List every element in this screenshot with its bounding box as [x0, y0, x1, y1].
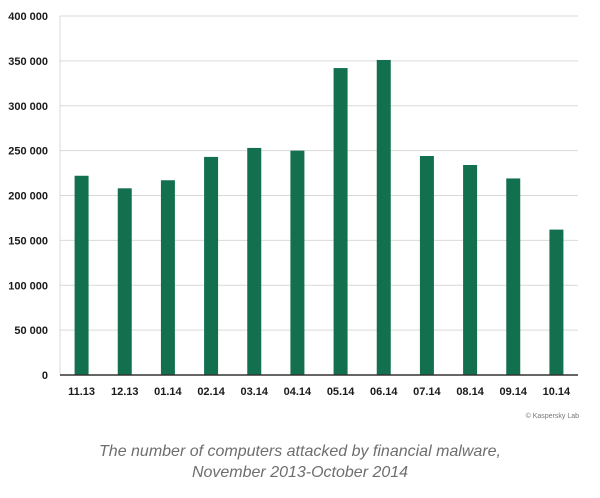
x-tick-label: 07.14	[413, 386, 441, 398]
x-tick-label: 01.14	[154, 386, 182, 398]
bar-05.14	[333, 68, 348, 376]
y-tick-label: 350 000	[8, 56, 48, 68]
x-tick-label: 06.14	[370, 386, 398, 398]
y-tick-label: 150 000	[8, 235, 48, 247]
y-tick-label: 200 000	[8, 191, 48, 203]
bar-08.14	[463, 164, 478, 375]
x-tick-label: 10.14	[543, 386, 571, 398]
x-tick-label: 09.14	[499, 386, 527, 398]
caption-line-1: The number of computers attacked by fina…	[99, 443, 501, 460]
bar-04.14	[290, 150, 305, 375]
bar-10.14	[549, 229, 564, 375]
bar-chart: 0 50 000 100 000 150 000 200 000 250 000 300 0…	[8, 11, 580, 420]
bar-02.14	[204, 156, 219, 375]
y-tick-label: 400 000	[8, 11, 48, 23]
grid-lines	[59, 15, 578, 375]
x-tick-label: 03.14	[240, 386, 268, 398]
bar-06.14	[376, 59, 391, 375]
x-tick-label: 12.13	[111, 386, 139, 398]
bar-07.14	[419, 156, 434, 375]
chart-caption: The number of computers attacked by fina…	[0, 441, 600, 483]
x-tick-label: 02.14	[197, 386, 225, 398]
copyright-label: © Kaspersky Lab	[526, 412, 580, 420]
caption-line-2: November 2013-October 2014	[191, 464, 409, 481]
bar-01.14	[160, 180, 175, 375]
bars	[74, 59, 564, 376]
bar-12.13	[117, 188, 132, 375]
y-tick-label: 300 000	[8, 101, 48, 113]
y-tick-label: 250 000	[8, 146, 48, 158]
x-tick-label: 11.13	[68, 386, 95, 398]
x-tick-label: 08.14	[456, 386, 484, 398]
bar-11.13	[74, 175, 89, 375]
y-tick-label: 100 000	[8, 280, 48, 292]
x-axis-tick-labels: 11.13 12.13 01.14 02.14 03.14 04.14 05.14 06.14…	[68, 386, 571, 398]
y-axis-tick-labels: 0 50 000 100 000 150 000 200 000 250 000 300 0…	[8, 11, 48, 382]
bar-09.14	[506, 178, 521, 375]
bar-03.14	[247, 147, 262, 375]
x-tick-label: 05.14	[327, 386, 355, 398]
x-tick-label: 04.14	[284, 386, 312, 398]
y-tick-label: 50 000	[14, 325, 48, 337]
y-tick-label: 0	[42, 370, 48, 382]
